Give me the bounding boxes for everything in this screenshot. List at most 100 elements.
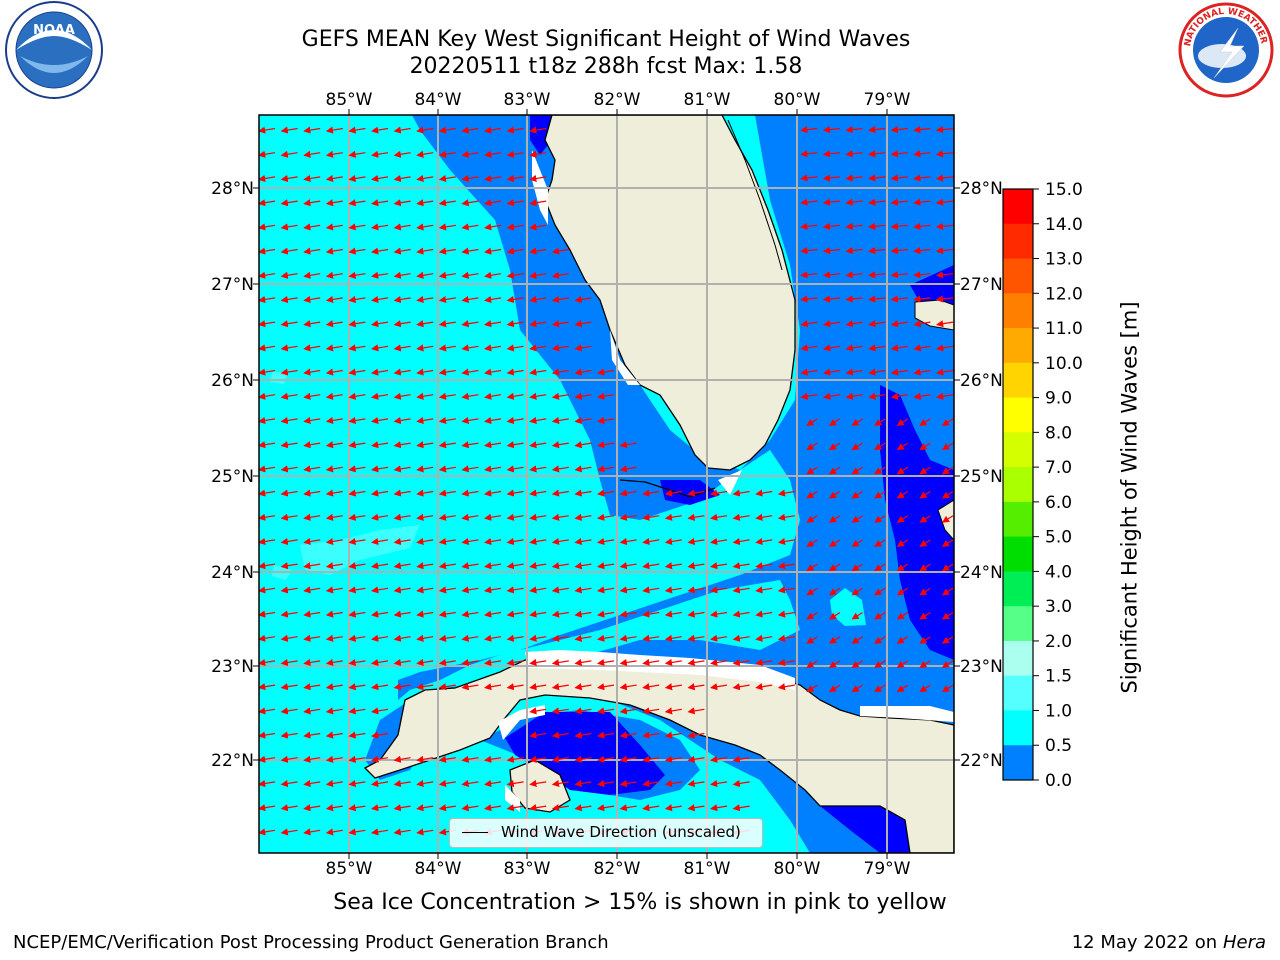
colorbar-segment [1003, 640, 1033, 677]
wave-direction-arrow [828, 636, 841, 644]
wave-direction-arrow [551, 368, 569, 376]
wave-direction-arrow [913, 320, 931, 328]
wave-direction-arrow [896, 587, 909, 596]
wave-direction-arrow [896, 611, 909, 620]
wave-direction-arrow [393, 828, 411, 836]
lat-label-right: 28°N [960, 179, 1003, 199]
wave-direction-arrow [851, 684, 863, 693]
wave-direction-arrow [710, 804, 728, 812]
wave-direction-arrow [822, 247, 841, 255]
wave-direction-arrow [348, 441, 366, 449]
wave-direction-arrow [371, 707, 389, 715]
wave-direction-arrow [506, 562, 524, 570]
colorbar-segment [1003, 710, 1033, 746]
wave-direction-arrow [551, 610, 569, 618]
footer-date-text: 12 May 2022 on [1071, 932, 1218, 953]
wave-direction-arrow [597, 804, 615, 812]
wave-direction-arrow [506, 174, 524, 183]
legend-label: Wind Wave Direction (unscaled) [501, 823, 741, 841]
wave-direction-arrow [574, 537, 592, 546]
wave-direction-arrow [710, 658, 728, 667]
wave-direction-arrow [890, 320, 908, 328]
wave-direction-arrow [828, 563, 841, 572]
wave-direction-arrow [303, 779, 321, 788]
wave-direction-arrow [438, 658, 456, 667]
wave-direction-arrow [348, 223, 366, 231]
wave-direction-arrow [845, 295, 863, 303]
wave-direction-arrow [574, 779, 592, 788]
wave-direction-arrow [438, 755, 456, 763]
wave-direction-arrow [777, 562, 795, 570]
wave-direction-arrow [438, 271, 456, 279]
wave-direction-arrow [280, 126, 298, 134]
wave-direction-arrow [461, 150, 479, 158]
wave-direction-arrow [551, 295, 569, 304]
colorbar-tick-label: 0.0 [1045, 771, 1072, 791]
wave-direction-arrow [461, 634, 479, 642]
wave-direction-arrow [325, 779, 343, 788]
wave-direction-arrow [303, 247, 321, 255]
wave-direction-arrow [438, 489, 456, 497]
wave-direction-arrow [890, 126, 908, 134]
wave-direction-arrow [664, 658, 682, 667]
wave-direction-arrow [280, 779, 298, 788]
wave-direction-arrow [919, 466, 931, 475]
wave-direction-arrow [800, 271, 818, 279]
wave-direction-arrow [597, 658, 615, 667]
wave-direction-arrow [303, 562, 321, 570]
wave-direction-arrow [348, 271, 366, 279]
colorbar-tick-label: 12.0 [1045, 284, 1083, 304]
wave-direction-arrow [800, 174, 818, 182]
wave-direction-arrow [259, 295, 276, 304]
wave-direction-arrow [484, 755, 502, 763]
wave-direction-arrow [303, 683, 321, 691]
wave-direction-arrow [687, 731, 705, 739]
wave-direction-arrow [393, 174, 411, 183]
wave-direction-arrow [822, 222, 841, 230]
wave-direction-arrow [732, 513, 750, 521]
wave-direction-arrow [574, 441, 592, 449]
wave-direction-arrow [393, 295, 411, 304]
wave-direction-arrow [259, 126, 276, 134]
wave-direction-arrow [941, 660, 954, 668]
wave-direction-arrow [438, 320, 456, 328]
wave-direction-arrow [438, 465, 456, 473]
wave-direction-arrow [896, 442, 909, 451]
wave-direction-arrow [484, 271, 502, 279]
wave-direction-arrow [348, 828, 366, 836]
wave-direction-arrow [393, 392, 411, 400]
wave-direction-arrow [371, 174, 389, 183]
wave-direction-arrow [619, 562, 637, 570]
colorbar-tick-label: 1.5 [1045, 667, 1072, 687]
chart-title: GEFS MEAN Key West Significant Height of… [0, 26, 1212, 80]
colorbar-tick-label: 5.0 [1045, 528, 1072, 548]
wave-direction-arrow [280, 247, 298, 255]
wave-direction-arrow [303, 174, 321, 183]
lat-label-right: 23°N [960, 657, 1003, 677]
wave-direction-arrow [506, 126, 524, 134]
wave-direction-arrow [484, 779, 502, 788]
wave-direction-arrow [642, 683, 660, 691]
wave-direction-arrow [348, 683, 366, 691]
wave-direction-arrow [777, 489, 795, 497]
wave-direction-arrow [529, 610, 547, 618]
lat-label-right: 26°N [960, 371, 1003, 391]
wave-direction-arrow [371, 537, 389, 546]
wave-direction-arrow [664, 489, 682, 497]
wave-direction-arrow [710, 562, 728, 570]
wave-direction-arrow [642, 586, 660, 594]
wave-direction-arrow [868, 126, 886, 134]
noaa-logo: NOAA [5, 1, 103, 99]
wave-direction-arrow [280, 828, 298, 836]
wave-direction-arrow [484, 804, 502, 812]
wave-direction-arrow [259, 779, 276, 788]
wave-direction-arrow [303, 804, 321, 812]
wave-direction-arrow [259, 683, 276, 691]
wave-direction-arrow [874, 660, 886, 668]
wave-direction-arrow [574, 416, 592, 425]
wave-direction-arrow [371, 392, 389, 400]
wave-direction-arrow [393, 562, 411, 570]
wave-direction-arrow [755, 562, 773, 570]
wave-direction-arrow [851, 563, 863, 572]
wave-direction-arrow [941, 563, 954, 572]
